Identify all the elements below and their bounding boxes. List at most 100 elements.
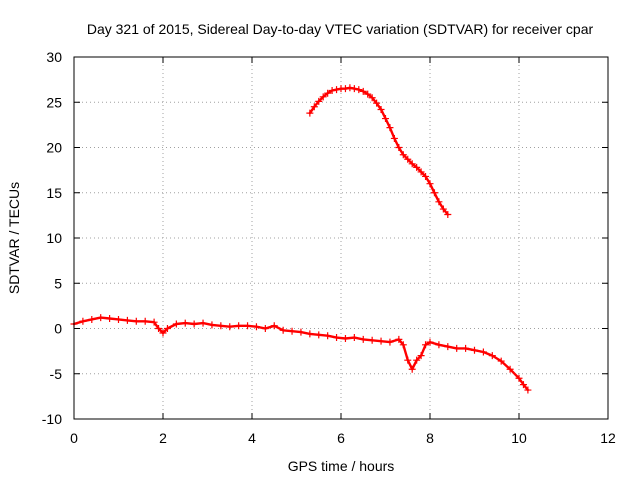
data-point [373, 99, 381, 107]
data-point [297, 328, 305, 336]
data-point [324, 332, 332, 340]
data-point [395, 335, 403, 343]
data-point [270, 322, 278, 330]
data-point [453, 344, 461, 352]
series-layer [70, 84, 532, 394]
data-point [364, 90, 372, 98]
data-point [524, 386, 532, 394]
data-point [395, 144, 403, 151]
data-point [333, 334, 341, 342]
data-point [288, 327, 296, 335]
data-point [355, 86, 363, 94]
y-tick-label: 5 [54, 275, 62, 291]
y-tick-label: 20 [46, 140, 62, 156]
data-point [341, 85, 349, 93]
data-point [444, 210, 452, 218]
x-tick-label: 0 [70, 430, 78, 446]
data-point [359, 87, 367, 95]
data-point [426, 180, 434, 188]
data-point [324, 89, 332, 97]
data-point [417, 352, 425, 360]
data-point [315, 97, 323, 105]
data-point [346, 84, 354, 92]
data-point [279, 326, 287, 334]
data-point [462, 344, 470, 352]
data-point [422, 341, 430, 349]
data-point [123, 316, 131, 324]
data-point [422, 172, 430, 180]
data-point [430, 189, 438, 197]
data-point [417, 168, 425, 176]
data-point [333, 86, 341, 94]
data-point [413, 163, 421, 171]
y-tick-label: 0 [54, 321, 62, 337]
data-point [368, 336, 376, 344]
data-point [386, 338, 394, 346]
data-point [382, 115, 389, 123]
data-point [79, 317, 87, 325]
data-point [479, 348, 487, 356]
y-tick-label: 25 [46, 94, 62, 110]
x-tick-label: 10 [511, 430, 527, 446]
series-track-high [306, 84, 452, 218]
data-point [132, 317, 140, 325]
chart-title: Day 321 of 2015, Sidereal Day-to-day VTE… [87, 21, 594, 37]
data-point [261, 325, 269, 332]
x-tick-label: 8 [426, 430, 434, 446]
data-point [97, 314, 105, 322]
data-point [341, 334, 349, 342]
data-point [190, 320, 198, 328]
data-point [404, 356, 412, 364]
data-point [497, 357, 505, 365]
data-point [155, 325, 163, 332]
data-point [435, 341, 443, 349]
x-tick-label: 12 [600, 430, 616, 446]
data-point [519, 381, 527, 389]
data-point [115, 315, 122, 323]
data-point [141, 317, 149, 325]
data-point [252, 323, 260, 331]
data-point [439, 205, 447, 213]
data-point [315, 331, 323, 339]
y-axis: -10 -5 0 5 10 15 20 25 30 [42, 49, 608, 427]
series-line [72, 316, 530, 392]
x-axis-label: GPS time / hours [288, 458, 395, 474]
data-point [404, 155, 412, 163]
data-point [413, 356, 421, 364]
data-point [88, 315, 96, 323]
data-point [172, 320, 180, 328]
data-point [368, 94, 376, 102]
data-point [150, 318, 158, 326]
data-point [426, 338, 434, 346]
data-point [199, 319, 207, 327]
series-track-low [70, 314, 532, 394]
data-point [506, 365, 514, 373]
y-tick-label: -10 [42, 411, 62, 427]
grid [74, 57, 608, 419]
x-tick-label: 2 [159, 430, 167, 446]
data-point [306, 330, 314, 338]
data-point [226, 323, 234, 331]
data-point [435, 198, 443, 206]
data-point [106, 315, 114, 323]
data-point [408, 160, 416, 168]
data-point [163, 325, 171, 332]
x-tick-label: 4 [248, 430, 256, 446]
data-point [310, 103, 318, 111]
data-point [377, 337, 385, 345]
data-point [319, 93, 327, 101]
data-point [181, 319, 189, 327]
data-point [235, 322, 243, 330]
data-point [328, 86, 336, 94]
y-tick-label: 30 [46, 49, 62, 65]
data-point [244, 322, 252, 330]
data-point [488, 352, 496, 360]
data-point [306, 109, 314, 117]
data-point [399, 151, 407, 159]
x-axis: 0 2 4 6 8 10 12 [70, 57, 616, 446]
data-point [208, 321, 216, 329]
data-point [377, 105, 385, 113]
data-point [471, 346, 478, 354]
data-point [386, 124, 394, 132]
